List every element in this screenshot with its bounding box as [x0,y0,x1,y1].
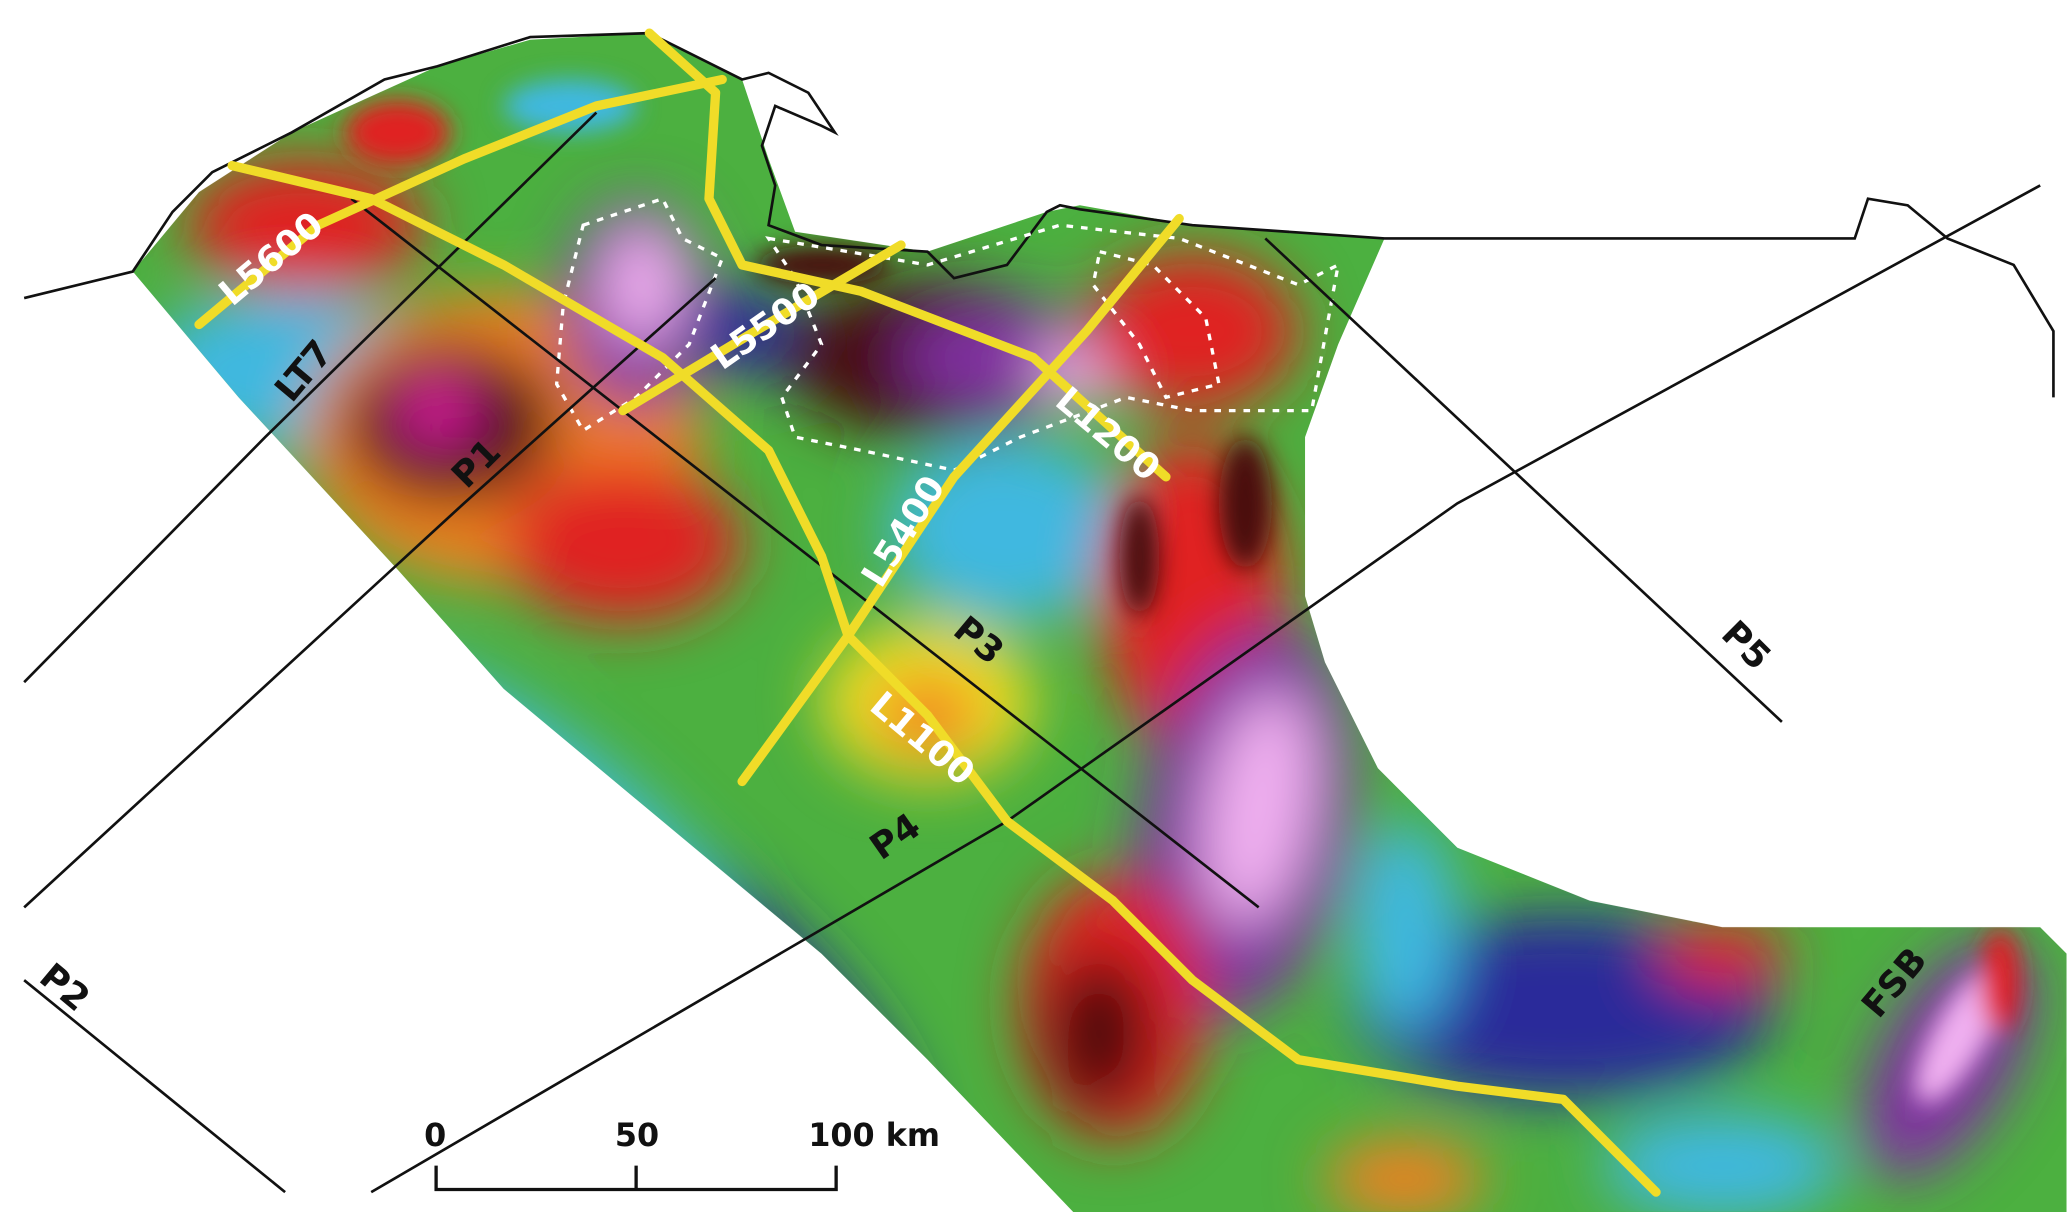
survey-lines [194,28,1661,1197]
coastline [23,31,2055,398]
survey-line-l1200 [644,28,1171,482]
scale-bar-line [434,1165,838,1192]
scale-tick-50: 50 [615,1117,659,1154]
profile-p1 [23,277,717,909]
survey-line-l5500 [618,240,906,416]
scale-tick-100: 100 km [808,1117,940,1154]
survey-line-l1100 [227,160,1661,1197]
label-p2: P2 [32,956,97,1020]
scale-tick-0: 0 [424,1117,446,1154]
profile-lines [23,111,2041,1194]
profile-p2 [23,979,286,1194]
survey-line-l5600 [194,74,727,330]
profile-lt7 [23,111,598,684]
profile-p4 [370,184,2041,1194]
survey-line-l5400 [737,213,1184,787]
scale-bar: 0 50 100 km [424,1117,940,1192]
profile-p3 [350,197,1260,909]
profile-p5 [1264,237,1783,723]
anomaly-outlines [554,196,1341,472]
